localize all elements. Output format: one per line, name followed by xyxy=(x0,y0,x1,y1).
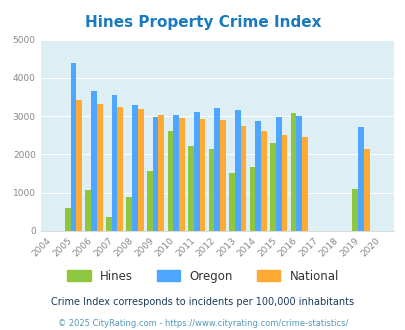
Bar xyxy=(173,115,179,231)
Bar xyxy=(91,91,97,231)
Text: © 2025 CityRating.com - https://www.cityrating.com/crime-statistics/: © 2025 CityRating.com - https://www.city… xyxy=(58,319,347,328)
Bar xyxy=(126,197,132,231)
Bar xyxy=(208,149,214,231)
Bar xyxy=(65,208,70,231)
Bar xyxy=(188,146,193,231)
Bar xyxy=(167,131,173,231)
Bar xyxy=(234,110,240,231)
Bar xyxy=(179,118,184,231)
Bar xyxy=(296,116,301,231)
Bar xyxy=(117,107,123,231)
Bar xyxy=(214,108,220,231)
Bar xyxy=(199,119,205,231)
Bar xyxy=(249,167,255,231)
Bar xyxy=(290,113,296,231)
Bar xyxy=(97,104,102,231)
Bar xyxy=(152,117,158,231)
Bar xyxy=(132,105,138,231)
Bar xyxy=(301,137,307,231)
Bar xyxy=(270,143,275,231)
Bar xyxy=(275,117,281,231)
Bar xyxy=(220,120,225,231)
Bar xyxy=(85,190,91,231)
Text: Hines Property Crime Index: Hines Property Crime Index xyxy=(85,15,320,30)
Legend: Hines, Oregon, National: Hines, Oregon, National xyxy=(62,265,343,287)
Bar xyxy=(147,171,152,231)
Bar xyxy=(255,121,260,231)
Bar xyxy=(70,63,76,231)
Bar xyxy=(76,100,82,231)
Bar xyxy=(193,112,199,231)
Text: Crime Index corresponds to incidents per 100,000 inhabitants: Crime Index corresponds to incidents per… xyxy=(51,297,354,307)
Bar xyxy=(111,95,117,231)
Bar xyxy=(363,149,369,231)
Bar xyxy=(138,109,143,231)
Bar xyxy=(357,127,363,231)
Bar xyxy=(352,189,357,231)
Bar xyxy=(106,217,111,231)
Bar xyxy=(158,115,164,231)
Bar xyxy=(228,173,234,231)
Bar xyxy=(260,131,266,231)
Bar xyxy=(240,126,246,231)
Bar xyxy=(281,135,287,231)
